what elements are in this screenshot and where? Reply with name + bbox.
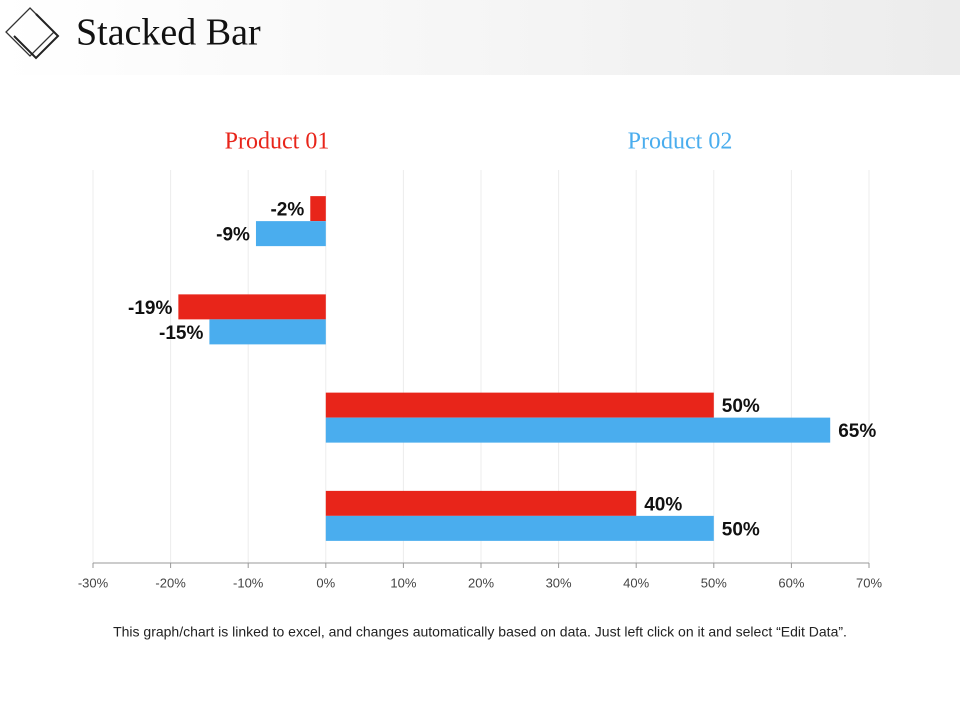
footnote: This graph/chart is linked to excel, and… [113, 624, 847, 640]
data-label: 50% [722, 396, 760, 417]
data-label: 50% [722, 519, 760, 540]
bar [325, 392, 714, 418]
x-tick-label: 50% [701, 575, 727, 590]
bar [310, 196, 326, 222]
x-tick-label: 20% [468, 575, 494, 590]
header-icon [5, 7, 60, 60]
data-label: -19% [128, 298, 172, 319]
x-tick-label: 70% [856, 575, 882, 590]
data-label: 40% [644, 494, 682, 515]
x-tick-label: 0% [316, 575, 335, 590]
bar [325, 417, 831, 443]
legend-entry: Product 02 [628, 129, 733, 155]
x-tick-label: 10% [390, 575, 416, 590]
bar [255, 221, 326, 247]
x-tick-label: 30% [546, 575, 572, 590]
data-label: -9% [216, 225, 250, 246]
data-label: 65% [838, 421, 876, 442]
slide-title: Stacked Bar [76, 12, 261, 54]
header-bar [0, 0, 960, 75]
bar [325, 490, 637, 516]
x-tick-label: 60% [778, 575, 804, 590]
bar [325, 515, 714, 541]
bar [209, 319, 326, 345]
bar [178, 294, 326, 320]
x-tick-label: -10% [233, 575, 264, 590]
data-label: -2% [270, 200, 304, 221]
legend-entry: Product 01 [225, 129, 330, 155]
data-label: -15% [159, 323, 203, 344]
x-tick-label: -20% [155, 575, 186, 590]
x-tick-label: -30% [78, 575, 109, 590]
x-tick-label: 40% [623, 575, 649, 590]
